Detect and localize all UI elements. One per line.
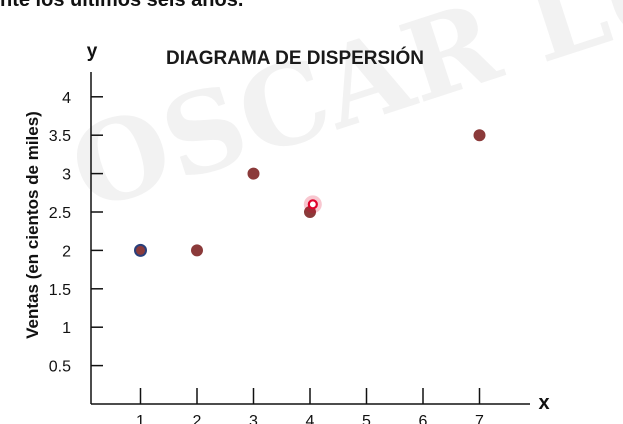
y-tick-label: 0.5 bbox=[49, 359, 71, 376]
y-tick-label: 2 bbox=[62, 243, 71, 260]
data-points bbox=[134, 129, 486, 257]
data-point bbox=[134, 243, 147, 257]
x-tick-label: 4 bbox=[306, 413, 315, 424]
x-tick-label: 2 bbox=[193, 413, 202, 424]
ticks: 0.5 1 1.5 2 2.5 3 3.5 4 1 2 3 4 5 6 7 bbox=[49, 90, 484, 424]
data-point bbox=[191, 244, 203, 257]
x-tick-label: 6 bbox=[419, 413, 428, 424]
x-tick-label: 5 bbox=[362, 413, 371, 424]
x-tick-label: 7 bbox=[475, 413, 484, 424]
x-axis-label: x bbox=[538, 392, 549, 414]
y-tick-label: 1.5 bbox=[49, 282, 71, 299]
x-tick-label: 3 bbox=[249, 413, 258, 424]
x-tick-label: 1 bbox=[136, 413, 145, 424]
highlight-marker bbox=[307, 199, 318, 210]
y-tick-label: 3.5 bbox=[49, 128, 71, 145]
axes bbox=[90, 72, 530, 405]
y-tick-label: 1 bbox=[62, 320, 71, 337]
data-point bbox=[247, 167, 260, 180]
y-axis-label: Ventas (en cientos de miles) bbox=[23, 111, 42, 339]
y-tick-label: 4 bbox=[62, 90, 71, 107]
chart-title: DIAGRAMA DE DISPERSIÓN bbox=[166, 47, 424, 69]
y-tick-label: 2.5 bbox=[49, 205, 71, 222]
y-axis-letter: y bbox=[87, 41, 98, 62]
y-tick-label: 3 bbox=[62, 167, 71, 184]
header-partial-text: nte los últimos seis años. bbox=[0, 0, 244, 11]
data-point bbox=[473, 129, 486, 142]
